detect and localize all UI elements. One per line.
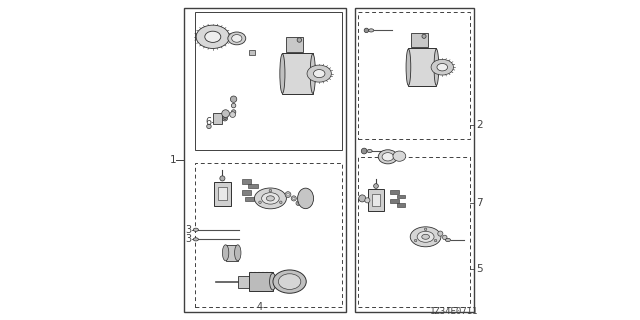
Ellipse shape [367, 149, 372, 153]
Circle shape [435, 239, 437, 242]
Ellipse shape [223, 245, 229, 261]
Ellipse shape [228, 32, 246, 45]
Ellipse shape [273, 270, 307, 293]
Circle shape [230, 96, 237, 102]
Bar [282, 53, 313, 94]
Circle shape [443, 235, 447, 240]
Bar [390, 190, 399, 194]
Bar [397, 195, 405, 198]
Text: 7: 7 [476, 198, 483, 208]
Ellipse shape [310, 54, 316, 93]
Ellipse shape [431, 60, 454, 75]
Ellipse shape [266, 196, 275, 201]
Bar [358, 157, 470, 307]
Bar [248, 184, 258, 188]
Bar [226, 245, 238, 261]
Bar [355, 8, 474, 312]
Circle shape [438, 231, 443, 236]
Ellipse shape [417, 231, 434, 242]
Ellipse shape [232, 35, 242, 42]
Circle shape [374, 184, 378, 188]
Circle shape [291, 196, 296, 201]
Circle shape [223, 116, 228, 121]
Bar [368, 189, 384, 211]
Ellipse shape [445, 238, 451, 242]
Ellipse shape [434, 49, 439, 85]
Ellipse shape [382, 153, 394, 161]
Bar [195, 163, 342, 307]
Ellipse shape [298, 188, 314, 209]
Ellipse shape [422, 234, 429, 239]
Text: 3: 3 [185, 234, 191, 244]
Bar [212, 113, 223, 124]
Ellipse shape [196, 25, 230, 48]
Ellipse shape [254, 188, 287, 209]
Circle shape [269, 189, 271, 192]
Bar [218, 187, 227, 200]
Text: 1: 1 [170, 155, 177, 165]
Ellipse shape [314, 69, 325, 78]
Bar [408, 48, 436, 86]
Circle shape [296, 201, 301, 205]
Ellipse shape [280, 54, 285, 93]
Text: 4: 4 [256, 301, 262, 312]
Bar [285, 37, 303, 52]
Circle shape [297, 38, 301, 42]
Bar [372, 194, 380, 206]
Circle shape [297, 202, 300, 204]
Bar [214, 182, 231, 206]
Circle shape [287, 193, 289, 196]
Text: 1Z34E0711: 1Z34E0711 [430, 307, 479, 316]
Circle shape [222, 110, 230, 117]
Ellipse shape [193, 238, 198, 241]
Ellipse shape [307, 65, 332, 82]
Text: 3: 3 [185, 225, 191, 235]
Text: 5: 5 [476, 264, 483, 274]
Bar [358, 12, 470, 139]
Circle shape [292, 197, 295, 200]
Circle shape [207, 124, 211, 129]
Bar [412, 33, 428, 47]
Bar [390, 199, 399, 203]
Bar [242, 179, 251, 184]
Bar [184, 8, 346, 312]
Ellipse shape [193, 228, 198, 231]
Circle shape [232, 103, 236, 108]
Bar [397, 203, 405, 207]
Circle shape [285, 192, 291, 197]
Circle shape [280, 201, 282, 204]
Circle shape [232, 110, 236, 114]
Circle shape [422, 34, 426, 38]
Ellipse shape [393, 151, 406, 161]
Ellipse shape [369, 29, 374, 32]
Bar [249, 272, 273, 291]
Text: 6: 6 [205, 117, 211, 127]
Ellipse shape [437, 63, 447, 71]
Ellipse shape [410, 227, 441, 247]
Circle shape [224, 117, 227, 120]
Bar [195, 12, 342, 150]
Text: 2: 2 [476, 120, 483, 130]
Bar [249, 50, 255, 55]
Bar [239, 276, 252, 288]
Ellipse shape [262, 193, 279, 204]
Circle shape [230, 112, 236, 117]
Ellipse shape [278, 274, 301, 290]
Ellipse shape [235, 245, 241, 261]
Ellipse shape [378, 150, 397, 164]
Bar [245, 197, 255, 201]
Circle shape [364, 28, 369, 33]
Circle shape [414, 239, 417, 242]
Ellipse shape [406, 49, 411, 85]
Circle shape [365, 198, 370, 203]
Circle shape [361, 148, 367, 154]
Bar [242, 190, 251, 195]
Circle shape [220, 176, 225, 181]
Circle shape [259, 201, 261, 204]
Ellipse shape [205, 31, 221, 43]
Circle shape [359, 195, 366, 202]
Circle shape [424, 228, 427, 230]
Ellipse shape [269, 273, 276, 290]
